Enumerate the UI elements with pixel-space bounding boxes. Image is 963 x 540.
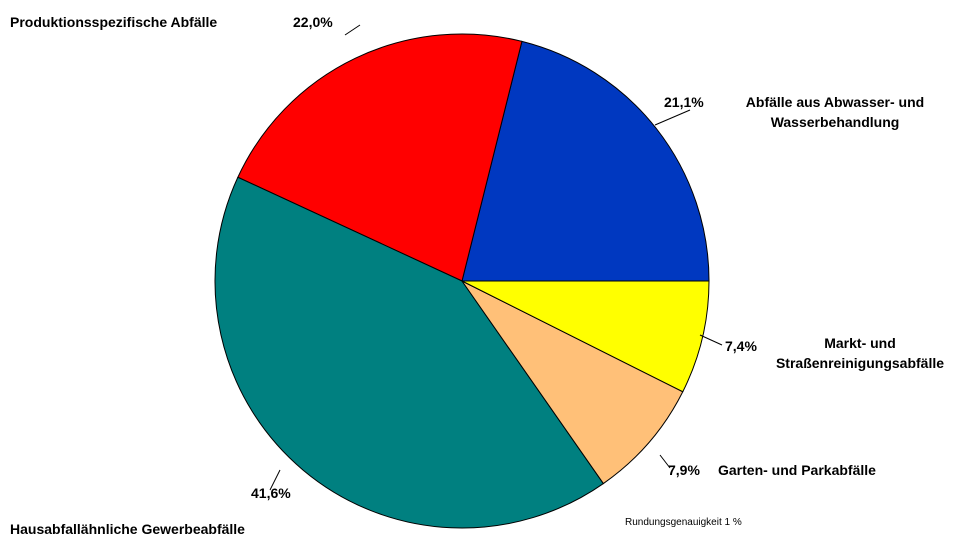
leader-line — [344, 24, 361, 36]
category-label: Garten- und Parkabfälle — [718, 462, 876, 478]
category-label: Produktionsspezifische Abfälle — [10, 14, 218, 30]
leader-line — [654, 109, 691, 126]
value-label: 41,6% — [251, 485, 291, 501]
leader-line — [699, 334, 723, 346]
pie-slice — [237, 33, 523, 282]
value-label: 21,1% — [664, 94, 704, 110]
leader-line — [269, 469, 281, 491]
value-label: 7,9% — [668, 462, 700, 478]
pie-slice — [461, 40, 710, 282]
category-label: Abfälle aus Abwasser- und Wasserbehandlu… — [745, 94, 925, 130]
category-label: Markt- und Straßenreinigungsabfälle — [775, 335, 945, 371]
value-label: 7,4% — [725, 338, 757, 354]
pie-slice — [461, 280, 684, 485]
pie-slice — [461, 280, 710, 393]
footnote: Rundungsgenauigkeit 1 % — [625, 517, 742, 528]
pie-slice — [214, 176, 605, 529]
value-label: 22,0% — [293, 14, 333, 30]
category-label: Hausabfallähnliche Gewerbeabfälle — [10, 521, 245, 537]
leader-line — [659, 454, 671, 469]
